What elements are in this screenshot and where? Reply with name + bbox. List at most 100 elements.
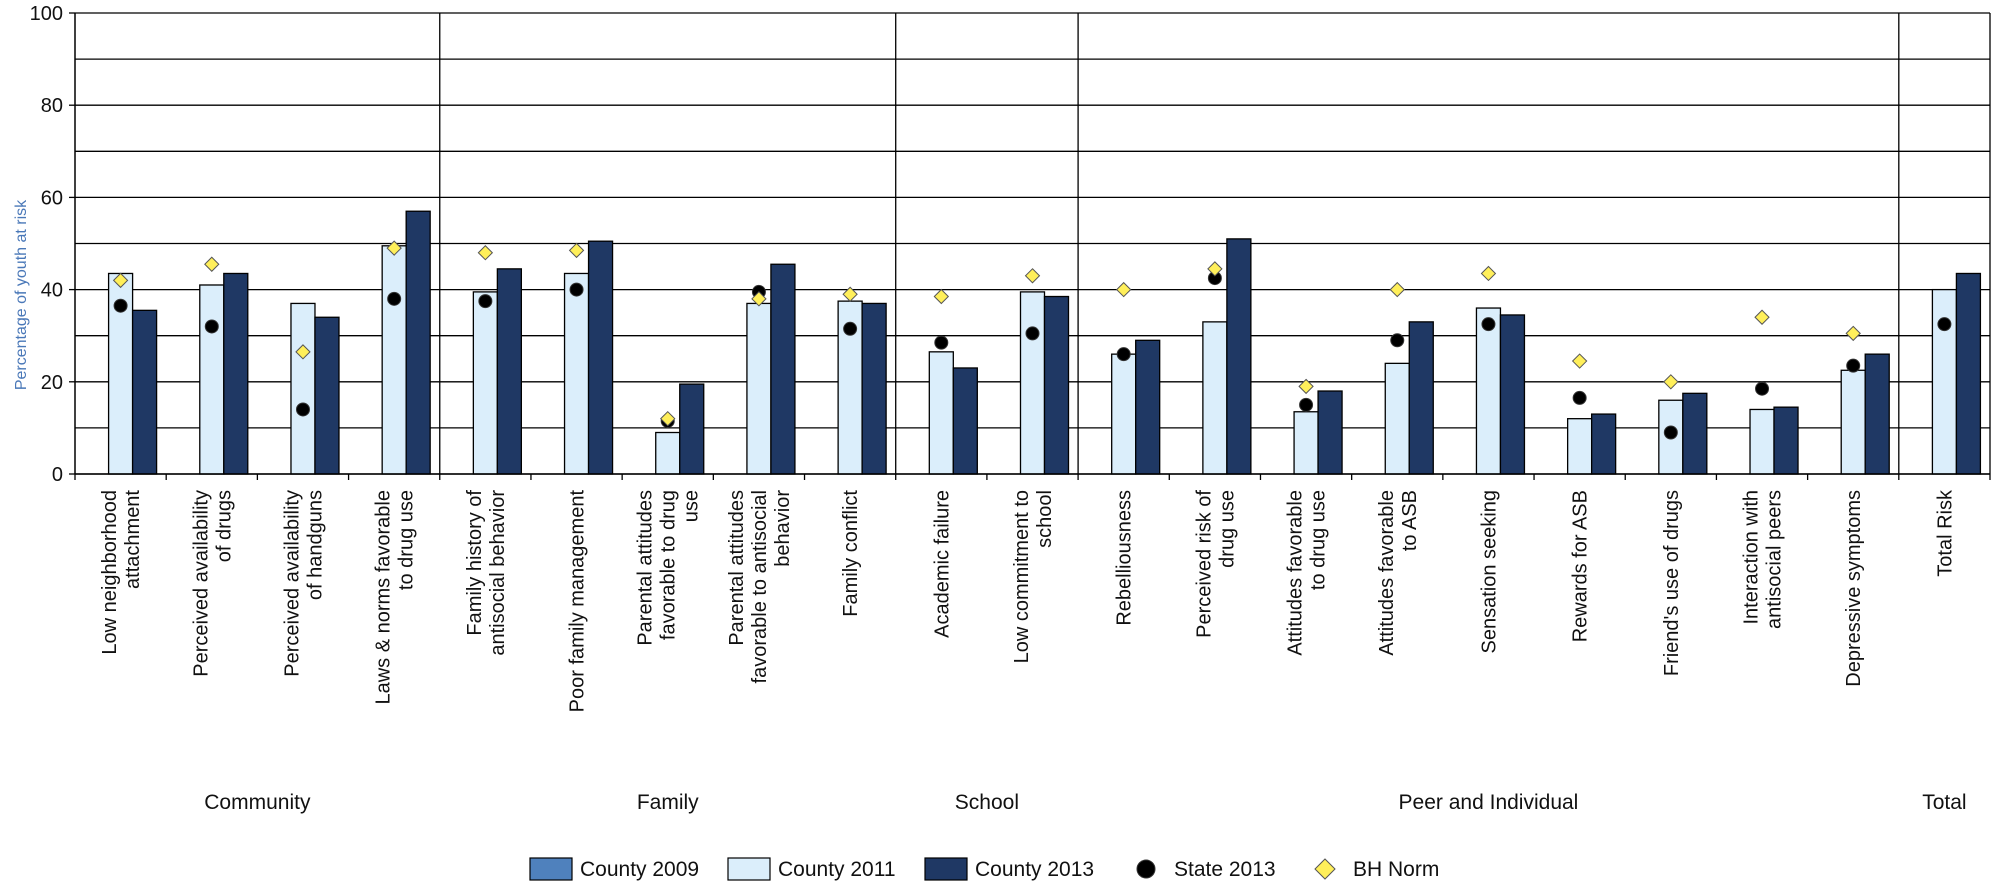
bar-county-2011 [199, 284, 225, 475]
legend-swatch-county-2013 [924, 857, 968, 881]
marker-state-2013 [295, 402, 310, 417]
legend-swatch-county-2009 [529, 857, 573, 881]
marker-state-2013 [1937, 317, 1952, 332]
bar-county-2013 [1499, 314, 1526, 475]
marker-bh-norm [1845, 325, 1861, 342]
category-label: Sensation seeking [1478, 490, 1500, 653]
category-label: Rebelliousness [1114, 490, 1136, 626]
category-label: antisocial peers [1764, 490, 1786, 629]
marker-bh-norm [568, 242, 585, 259]
markers-layer [112, 240, 1952, 440]
y-axis-label: Percentage of youth at risk [13, 199, 30, 390]
marker-state-2013 [569, 282, 584, 297]
bar-county-2013 [587, 240, 614, 475]
bar-county-2013 [314, 316, 340, 475]
group-label: Family [637, 791, 699, 814]
y-tick-label: 40 [41, 280, 63, 302]
group-label: Community [204, 791, 311, 814]
bar-county-2011 [1840, 369, 1866, 475]
group-label: Total [1922, 791, 1966, 814]
category-label: behavior [772, 490, 794, 567]
category-label: Parental attitudes [726, 490, 748, 646]
y-tick-label: 60 [41, 187, 63, 209]
bar-county-2011 [746, 302, 772, 475]
bar-county-2011 [1202, 321, 1228, 475]
marker-state-2013 [113, 298, 128, 313]
bar-county-2013 [1043, 295, 1070, 475]
bar-county-2011 [1384, 362, 1410, 475]
bar-county-2011 [1019, 291, 1046, 475]
marker-state-2013 [934, 335, 949, 350]
bar-county-2013 [223, 272, 249, 475]
category-label: Attitudes favorable [1285, 490, 1307, 656]
marker-bh-norm [1389, 281, 1405, 298]
bar-county-2013 [1226, 238, 1252, 475]
marker-bh-norm [1207, 261, 1223, 277]
legend-label-county-2009: County 2009 [580, 858, 699, 881]
category-label: of handguns [304, 490, 326, 600]
bars-layer [107, 210, 1982, 475]
marker-bh-norm [1298, 378, 1314, 395]
legend-label-bh-norm: BH Norm [1353, 858, 1439, 881]
marker-state-2013 [1299, 397, 1314, 412]
group-label: School [955, 791, 1019, 814]
bar-county-2011 [472, 291, 499, 475]
marker-bh-norm [660, 410, 676, 427]
marker-bh-norm [1480, 265, 1497, 282]
bar-county-2013 [405, 210, 431, 475]
category-label: school [1034, 490, 1056, 548]
category-label: favorable to drug [658, 490, 680, 640]
category-label: to ASB [1399, 490, 1421, 551]
marker-state-2013 [1116, 347, 1131, 362]
category-label: Perceived risk of [1193, 490, 1215, 638]
category-label: Friend's use of drugs [1661, 490, 1683, 676]
bar-county-2013 [1955, 272, 1982, 475]
category-label: Low neighborhood [99, 490, 121, 655]
marker-bh-norm [1115, 281, 1132, 298]
bar-county-2013 [131, 309, 158, 475]
y-tick-label: 80 [41, 95, 63, 117]
category-label: to drug use [396, 490, 418, 590]
marker-bh-norm [1663, 374, 1679, 390]
bar-county-2011 [563, 272, 590, 475]
y-tick-label: 0 [52, 464, 63, 486]
marker-bh-norm [295, 344, 311, 360]
bar-county-2013 [1317, 390, 1343, 475]
marker-state-2013 [1481, 317, 1496, 332]
category-label: Total Risk [1934, 489, 1956, 577]
marker-bh-norm [1024, 268, 1041, 284]
bar-county-2011 [1566, 418, 1593, 475]
marker-bh-norm [204, 256, 220, 272]
legend-label-county-2013: County 2013 [975, 858, 1094, 881]
group-labels: Community Family School Peer and Individual… [204, 791, 1966, 814]
marker-bh-norm [477, 245, 494, 261]
marker-bh-norm [751, 291, 767, 307]
marker-bh-norm [112, 272, 129, 289]
marker-bh-norm [842, 286, 858, 302]
y-tick-label: 100 [30, 3, 63, 25]
bar-county-2011 [1293, 411, 1319, 475]
marker-state-2013 [1755, 381, 1770, 396]
marker-state-2013 [478, 294, 493, 309]
bar-county-2011 [381, 245, 407, 475]
bar-county-2013 [770, 263, 796, 475]
bar-county-2011 [928, 351, 954, 475]
category-labels: Low neighborhood attachment Perceived avai… [99, 489, 1956, 712]
bar-county-2013 [952, 367, 978, 475]
bar-county-2013 [1135, 339, 1161, 475]
category-label: Academic failure [931, 490, 953, 638]
category-label: Poor family management [567, 490, 589, 713]
bar-county-2013 [1408, 321, 1434, 475]
bar-county-2013 [1590, 413, 1617, 475]
category-label: Laws & norms favorable [373, 490, 395, 705]
bar-county-2011 [655, 431, 681, 475]
marker-state-2013 [1390, 333, 1405, 348]
marker-bh-norm [1754, 309, 1770, 325]
marker-bh-norm [933, 288, 950, 305]
category-label: attachment [122, 490, 144, 589]
legend-swatch-bh-norm [1314, 858, 1336, 880]
category-label: Parental attitudes [635, 490, 657, 646]
bar-county-2013 [496, 268, 523, 475]
legend-swatch-state-2013 [1136, 859, 1156, 879]
